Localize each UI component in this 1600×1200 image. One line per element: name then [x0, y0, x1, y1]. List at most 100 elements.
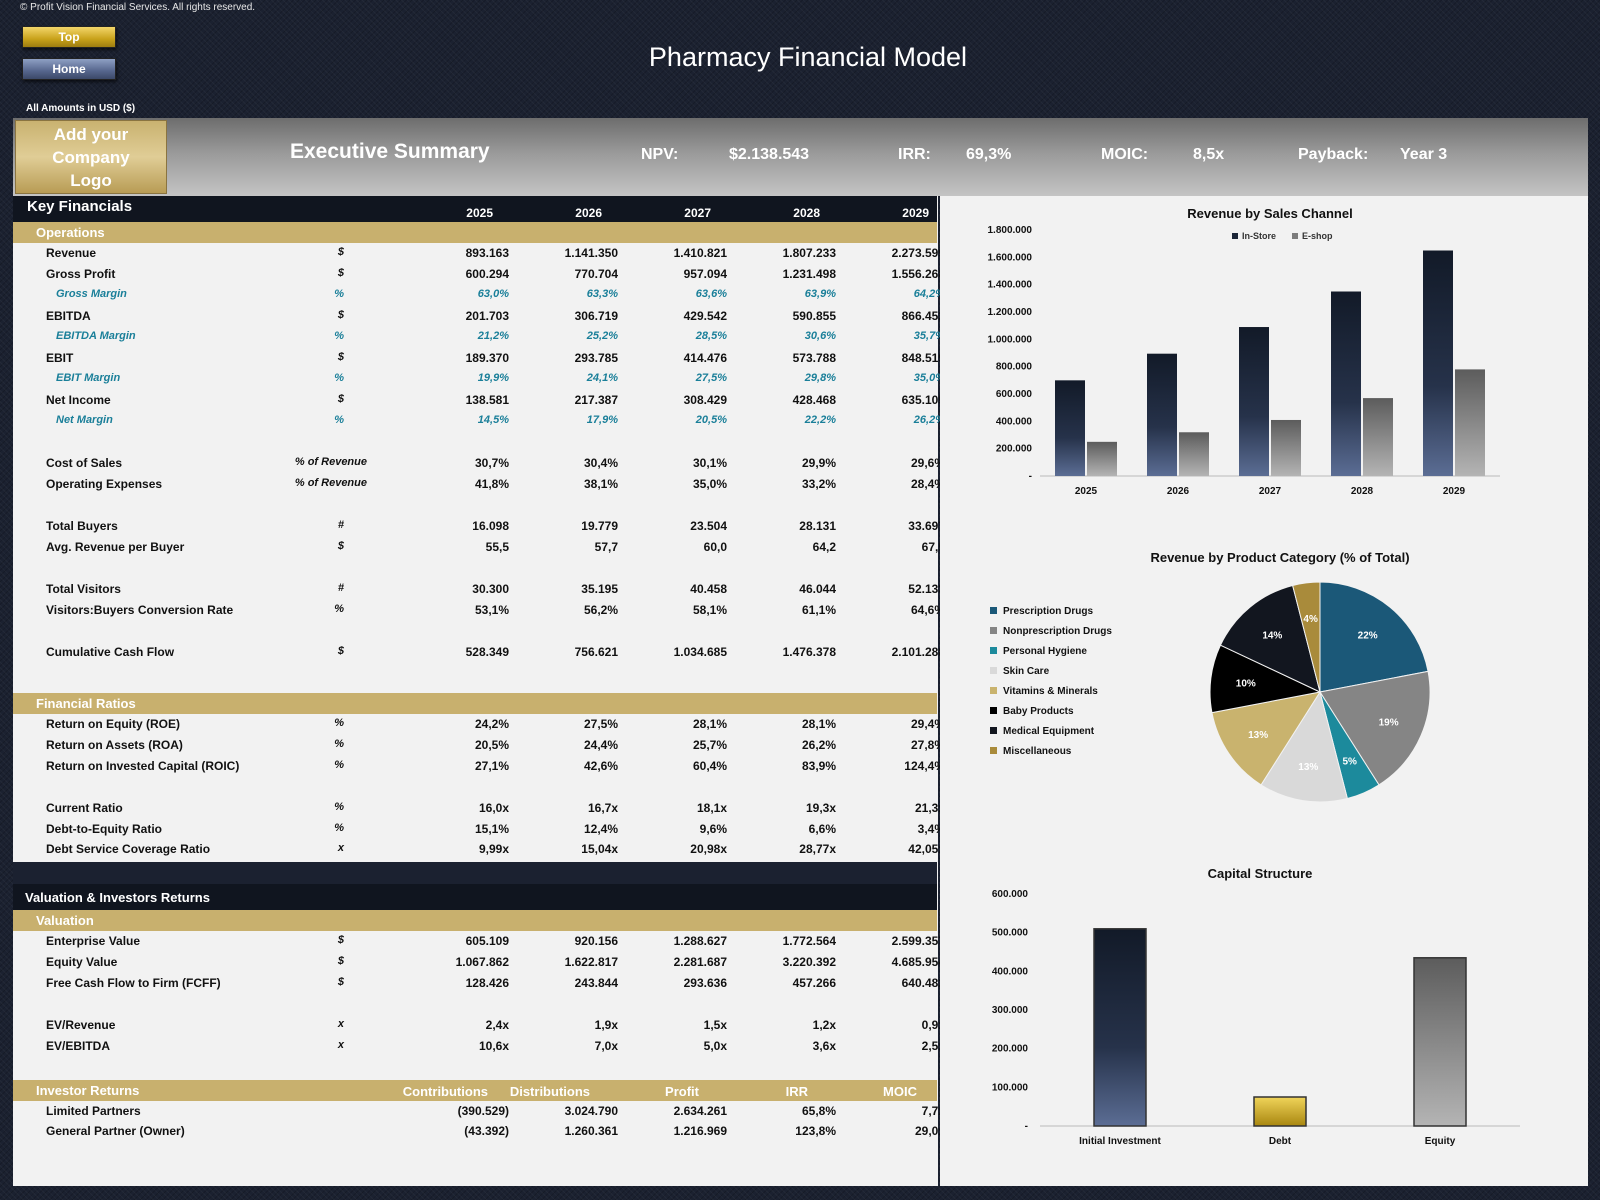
- table-cell: 2.634.261: [673, 1104, 727, 1118]
- table-cell: 25,7%: [692, 738, 727, 752]
- bar-e-shop: [1271, 419, 1301, 476]
- table-cell: 30.300: [472, 582, 509, 596]
- key-financials-header: Key Financials 2025 2026 2027 2028 2029: [13, 196, 937, 222]
- row-label: Avg. Revenue per Buyer: [46, 540, 185, 554]
- table-cell: 128.426: [465, 976, 509, 990]
- table-cell: 53,1%: [474, 603, 509, 617]
- table-cell: 1,2x: [812, 1018, 836, 1032]
- table-cell: 1.772.564: [782, 934, 836, 948]
- row-unit: %: [334, 414, 344, 426]
- top-button[interactable]: Top: [22, 26, 116, 48]
- table-cell: 414.476: [683, 351, 727, 365]
- legend-label: Prescription Drugs: [1003, 606, 1093, 617]
- table-cell: 893.163: [465, 246, 509, 260]
- table-cell: 63,3%: [586, 288, 618, 300]
- table-cell: 28,1%: [692, 717, 727, 731]
- logo-text: Add your Company Logo: [52, 124, 130, 190]
- valuation-header: Valuation & Investors Returns: [13, 884, 937, 910]
- table-cell: 29,6%: [910, 456, 945, 470]
- table-cell: 16,7x: [587, 801, 618, 815]
- table-cell: 7,7x: [921, 1104, 945, 1118]
- x-tick-label: Debt: [1269, 1136, 1292, 1147]
- table-cell: 770.704: [574, 267, 618, 281]
- x-tick-label: 2028: [1351, 486, 1374, 497]
- row-unit: %: [334, 822, 344, 834]
- table-cell: 1.622.817: [564, 955, 618, 969]
- table-cell: 5,0x: [703, 1039, 727, 1053]
- npv-label: NPV:: [641, 146, 679, 163]
- bar-in-store: [1055, 380, 1085, 476]
- pie-value-label: 14%: [1262, 630, 1282, 641]
- y-tick-label: 1.600.000: [988, 252, 1033, 263]
- row-label: Equity Value: [46, 955, 118, 969]
- legend-label: Miscellaneous: [1003, 746, 1072, 757]
- x-tick-label: Initial Investment: [1079, 1136, 1161, 1147]
- bar-debt: [1253, 1096, 1307, 1127]
- row-label: Return on Assets (ROA): [46, 738, 183, 752]
- row-unit: $: [337, 267, 344, 279]
- table-cell: 28,4%: [910, 477, 945, 491]
- table-cell: 26,2%: [913, 414, 945, 426]
- table-cell: 1.034.685: [673, 645, 727, 659]
- valuation-label: Valuation: [36, 913, 94, 928]
- table-cell: 573.788: [792, 351, 836, 365]
- pie-slice: [1219, 584, 1321, 693]
- table-row: Revenue $893.163 1.141.350 1.410.821 1.807.2…: [13, 243, 945, 263]
- row-unit: %: [334, 801, 344, 813]
- table-row: Visitors:Buyers Conversion Rate% 53,1% 56,…: [13, 600, 945, 620]
- row-unit: $: [337, 246, 344, 258]
- chart-title: Revenue by Product Category (% of Total): [1150, 550, 1410, 565]
- table-cell: 30,7%: [474, 456, 509, 470]
- table-cell: 35,0%: [913, 372, 945, 384]
- table-cell: 65,8%: [801, 1104, 836, 1118]
- table-cell: 428.468: [792, 393, 836, 407]
- table-cell: 30,4%: [583, 456, 618, 470]
- page-title: Pharmacy Financial Model: [648, 42, 968, 72]
- table-cell: 64,6%: [910, 603, 945, 617]
- table-cell: 124,4%: [904, 759, 945, 773]
- row-unit: x: [337, 1018, 344, 1030]
- table-cell: 640.482: [901, 976, 945, 990]
- row-unit: $: [337, 393, 344, 405]
- legend-swatch: [990, 627, 997, 634]
- table-cell: 19,9%: [477, 372, 509, 384]
- row-label: Current Ratio: [46, 801, 123, 815]
- row-unit: % of Revenue: [294, 456, 367, 468]
- table-row: Return on Invested Capital (ROIC)% 27,1% 4…: [13, 756, 945, 776]
- bar-e-shop: [1087, 441, 1117, 476]
- table-cell: 24,2%: [474, 717, 509, 731]
- table-cell: 20,5%: [474, 738, 509, 752]
- panel-footer: [13, 1146, 938, 1186]
- capital-structure-chart: - 100.000 200.000 300.000 400.000 500.000 600.…: [992, 889, 1520, 1147]
- table-cell: 16,0x: [478, 801, 509, 815]
- table-cell: (43.392): [464, 1124, 509, 1138]
- bar-in-store: [1239, 327, 1269, 476]
- row-unit: #: [337, 519, 344, 531]
- home-button[interactable]: Home: [22, 58, 116, 80]
- x-tick-label: 2029: [1443, 486, 1466, 497]
- legend-label: Vitamins & Minerals: [1003, 686, 1098, 697]
- table-cell: 35,0%: [692, 477, 727, 491]
- table-cell: 60,4%: [692, 759, 727, 773]
- investor-returns-label: Investor Returns: [36, 1083, 140, 1098]
- table-row: EBITDA Margin% 21,2% 25,2% 28,5% 30,6% 35,7%: [13, 327, 945, 347]
- table-row: Gross Profit $600.294 770.704 957.094 1.231.…: [13, 264, 945, 284]
- pie-value-label: 4%: [1303, 614, 1318, 625]
- table-cell: (390.529): [457, 1104, 509, 1118]
- table-cell: 24,4%: [583, 738, 618, 752]
- table-row: Enterprise Value $605.109 920.156 1.288.627…: [13, 931, 945, 951]
- table-cell: 1,9x: [594, 1018, 618, 1032]
- pie-slice: [1292, 581, 1321, 693]
- x-tick-label: Equity: [1425, 1136, 1456, 1147]
- table-cell: 605.109: [465, 934, 509, 948]
- table-row: Return on Assets (ROA)% 20,5% 24,4% 25,7% 26…: [13, 735, 945, 755]
- table-row: Cost of Sales % of Revenue 30,7% 30,4% 30,1%…: [13, 453, 945, 473]
- table-cell: 2.273.599: [891, 246, 945, 260]
- y-tick-label: 100.000: [992, 1082, 1029, 1093]
- pie-value-label: 19%: [1379, 718, 1399, 729]
- table-cell: 123,8%: [795, 1124, 836, 1138]
- bar-e-shop: [1455, 369, 1485, 476]
- company-logo-placeholder[interactable]: Add your Company Logo: [15, 120, 167, 194]
- table-cell: 41,8%: [474, 477, 509, 491]
- table-cell: 1.231.498: [782, 267, 836, 281]
